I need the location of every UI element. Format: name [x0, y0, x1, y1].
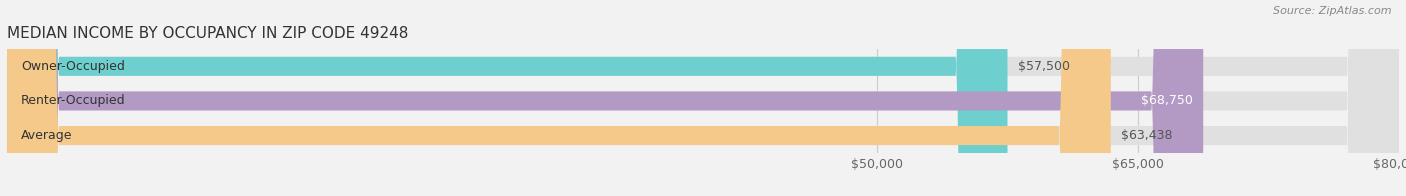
Text: $63,438: $63,438 [1121, 129, 1173, 142]
FancyBboxPatch shape [7, 0, 1399, 196]
Text: $57,500: $57,500 [1018, 60, 1070, 73]
FancyBboxPatch shape [7, 0, 1111, 196]
FancyBboxPatch shape [7, 0, 1204, 196]
Text: MEDIAN INCOME BY OCCUPANCY IN ZIP CODE 49248: MEDIAN INCOME BY OCCUPANCY IN ZIP CODE 4… [7, 26, 408, 41]
Text: $68,750: $68,750 [1140, 94, 1192, 107]
FancyBboxPatch shape [7, 0, 1399, 196]
Text: Renter-Occupied: Renter-Occupied [21, 94, 125, 107]
FancyBboxPatch shape [7, 0, 1008, 196]
Text: Owner-Occupied: Owner-Occupied [21, 60, 125, 73]
FancyBboxPatch shape [7, 0, 1399, 196]
Text: Source: ZipAtlas.com: Source: ZipAtlas.com [1274, 6, 1392, 16]
Text: Average: Average [21, 129, 73, 142]
